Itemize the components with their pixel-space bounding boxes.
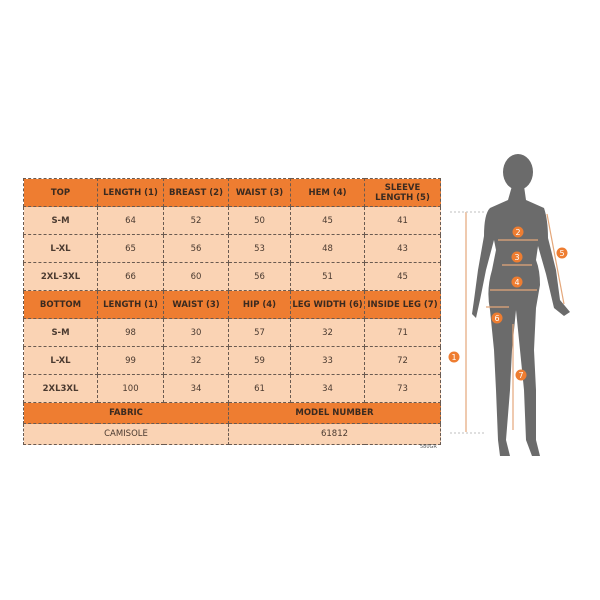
table-row: 2XL3XL 100 34 61 34 73 [23, 374, 441, 403]
table-row: S-M 98 30 57 32 71 [23, 318, 441, 347]
measurement-cell: 50 [228, 206, 291, 235]
header-cell: WAIST (3) [228, 178, 291, 207]
measurement-cell: 34 [290, 374, 365, 403]
size-label: 2XL3XL [23, 374, 98, 403]
header-cell: HEM (4) [290, 178, 365, 207]
silhouette [472, 154, 570, 456]
measurement-cell: 56 [228, 262, 291, 291]
fabric-value: CAMISOLE [23, 423, 229, 445]
measurement-cell: 33 [290, 346, 365, 375]
measurement-lines [450, 211, 565, 434]
measurement-cell: 56 [163, 234, 229, 263]
size-label: 2XL-3XL [23, 262, 98, 291]
measurement-cell: 99 [97, 346, 164, 375]
footer-value-row: CAMISOLE 61812 [23, 423, 441, 445]
header-cell: WAIST (3) [163, 290, 229, 319]
marker-badges: 1 2 3 4 5 6 7 [448, 226, 568, 381]
product-code: 580GR [420, 444, 437, 450]
measurement-cell: 66 [97, 262, 164, 291]
marker-label: 4 [514, 278, 519, 287]
marker-label: 7 [518, 371, 523, 380]
table-row: L-XL 65 56 53 48 43 [23, 234, 441, 263]
measurement-cell: 30 [163, 318, 229, 347]
header-cell: BREAST (2) [163, 178, 229, 207]
marker-6-icon [491, 312, 503, 324]
header-cell: LENGTH (1) [97, 290, 164, 319]
measurement-cell: 32 [290, 318, 365, 347]
model-number-value: 61812 [228, 423, 441, 445]
marker-7-icon [515, 369, 527, 381]
measurement-cell: 57 [228, 318, 291, 347]
size-label: L-XL [23, 234, 98, 263]
header-cell: SLEEVE LENGTH (5) [364, 178, 441, 207]
size-label: S-M [23, 206, 98, 235]
measurement-cell: 45 [364, 262, 441, 291]
header-cell: BOTTOM [23, 290, 98, 319]
header-cell: LENGTH (1) [97, 178, 164, 207]
table-row: 2XL-3XL 66 60 56 51 45 [23, 262, 441, 291]
marker-label: 2 [515, 228, 520, 237]
footer-header-row: FABRIC MODEL NUMBER [23, 402, 441, 424]
marker-2-icon [512, 226, 524, 238]
body-measurement-diagram: 1 2 3 4 5 6 7 [448, 154, 570, 456]
bottom-header-row: BOTTOM LENGTH (1) WAIST (3) HIP (4) LEG … [23, 290, 441, 319]
measurement-cell: 98 [97, 318, 164, 347]
marker-4-icon [511, 276, 523, 288]
measurement-cell: 73 [364, 374, 441, 403]
measurement-cell: 64 [97, 206, 164, 235]
marker-label: 6 [494, 314, 499, 323]
marker-label: 3 [514, 253, 519, 262]
measurement-cell: 59 [228, 346, 291, 375]
header-cell: LEG WIDTH (6) [290, 290, 365, 319]
measurement-cell: 100 [97, 374, 164, 403]
header-cell: TOP [23, 178, 98, 207]
measurement-cell: 51 [290, 262, 365, 291]
marker-label: 1 [451, 353, 456, 362]
header-cell: HIP (4) [228, 290, 291, 319]
measurement-cell: 53 [228, 234, 291, 263]
measurement-cell: 71 [364, 318, 441, 347]
marker-1-icon [448, 351, 460, 363]
measurement-cell: 61 [228, 374, 291, 403]
marker-label: 5 [559, 249, 564, 258]
measurement-cell: 60 [163, 262, 229, 291]
measurement-cell: 45 [290, 206, 365, 235]
table-row: S-M 64 52 50 45 41 [23, 206, 441, 235]
measurement-cell: 65 [97, 234, 164, 263]
header-cell: INSIDE LEG (7) [364, 290, 441, 319]
size-label: L-XL [23, 346, 98, 375]
size-label: S-M [23, 318, 98, 347]
sleeve-line [546, 213, 565, 305]
top-header-row: TOP LENGTH (1) BREAST (2) WAIST (3) HEM … [23, 178, 441, 207]
fabric-label: FABRIC [23, 402, 229, 424]
table-row: L-XL 99 32 59 33 72 [23, 346, 441, 375]
measurement-cell: 32 [163, 346, 229, 375]
measurement-cell: 41 [364, 206, 441, 235]
measurement-cell: 34 [163, 374, 229, 403]
model-number-label: MODEL NUMBER [228, 402, 441, 424]
marker-3-icon [511, 251, 523, 263]
measurement-cell: 43 [364, 234, 441, 263]
measurement-cell: 48 [290, 234, 365, 263]
marker-5-icon [556, 247, 568, 259]
size-chart-table: TOP LENGTH (1) BREAST (2) WAIST (3) HEM … [23, 178, 441, 445]
measurement-cell: 72 [364, 346, 441, 375]
measurement-cell: 52 [163, 206, 229, 235]
